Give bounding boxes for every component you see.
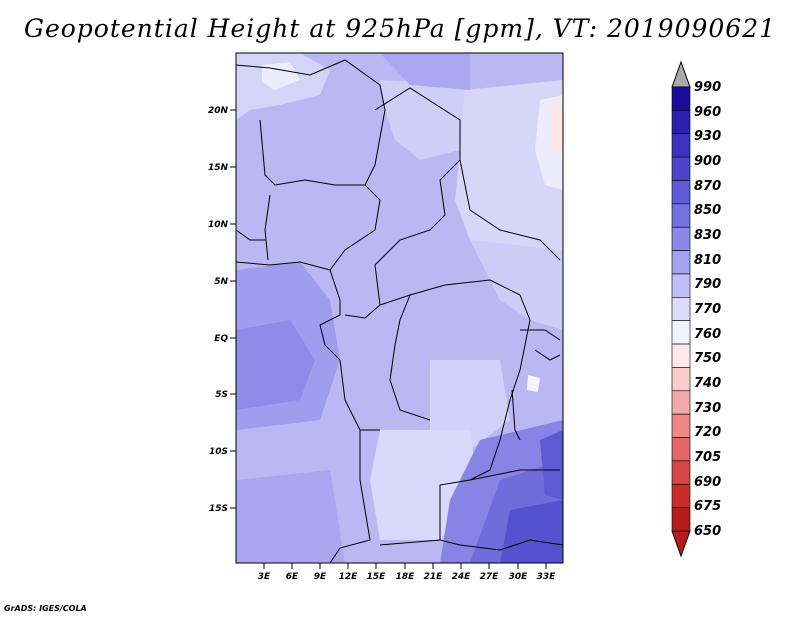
field-region-white-spot: [527, 375, 540, 392]
field-region-dark-sw: [236, 470, 345, 563]
colorbar-cell: [671, 413, 691, 438]
colorbar-cell: [671, 156, 691, 181]
chart-title: Geopotential Height at 925hPa [gpm], VT:…: [23, 14, 777, 43]
colorbar-cell: [671, 437, 691, 462]
field-region-darker-atlantic: [236, 320, 315, 410]
colorbar-labels: 990 960 930 900 870 850 830 810 790 770 …: [694, 80, 721, 539]
lat-label: 10S: [209, 447, 228, 457]
colorbar-cell: [671, 297, 691, 321]
credit-text: GrADS: IGES/COLA: [4, 604, 87, 613]
colorbar-cell: [671, 320, 691, 345]
colorbar-label: 770: [694, 302, 721, 317]
colorbar-label: 720: [694, 425, 721, 440]
field-region-dark-north: [380, 53, 470, 90]
colorbar-cells: [671, 86, 691, 532]
field-region-light-ne: [455, 80, 563, 260]
lon-label: 24E: [452, 572, 472, 582]
colorbar-bottom-arrow: [671, 530, 691, 558]
field-region-light-central: [430, 360, 510, 450]
lon-label: 6E: [286, 572, 299, 582]
lon-label: 21E: [424, 572, 444, 582]
colorbar-label: 990: [694, 80, 721, 95]
colorbar-cell: [671, 203, 691, 228]
lon-label: 30E: [509, 572, 529, 582]
lon-label: 27E: [480, 572, 500, 582]
lat-label: 5N: [214, 277, 228, 287]
colorbar-label: 705: [694, 450, 721, 465]
field-region-dark-lake: [540, 430, 563, 500]
colorbar-label: 760: [694, 327, 721, 342]
colorbar-label: 790: [694, 277, 721, 292]
field-region-light-north: [380, 80, 470, 160]
colorbar-label: 960: [694, 105, 721, 120]
lat-label: 10N: [208, 220, 229, 230]
lat-label: 20N: [208, 106, 229, 116]
colorbar-label: 870: [694, 179, 721, 194]
lat-label: EQ: [214, 334, 228, 344]
colorbar-label: 740: [694, 376, 721, 391]
colorbar-cell: [671, 483, 691, 508]
lat-label: 15S: [209, 504, 228, 514]
colorbar-label: 810: [694, 253, 721, 268]
colorbar-label: 830: [694, 228, 721, 243]
colorbar-label: 690: [694, 475, 721, 490]
lon-label: 3E: [258, 572, 271, 582]
colorbar-top-arrow: [671, 60, 691, 88]
colorbar-label: 900: [694, 154, 721, 169]
lon-label: 18E: [396, 572, 416, 582]
colorbar-cell: [671, 86, 691, 111]
colorbar-cell: [671, 250, 691, 275]
lat-axis: 20N 15N 10N 5N EQ 5S 10S 15S: [208, 106, 236, 514]
lon-label: 12E: [339, 572, 359, 582]
lon-label: 33E: [537, 572, 557, 582]
map-frame: [235, 52, 564, 564]
lat-label: 5S: [215, 390, 228, 400]
colorbar-cell: [671, 273, 691, 298]
colorbar-cell: [671, 180, 691, 205]
field-region-light-east: [470, 240, 563, 330]
country-borders: [235, 59, 564, 564]
colorbar-label: 930: [694, 129, 721, 144]
colorbar-cell: [671, 110, 691, 135]
lon-label: 9E: [314, 572, 327, 582]
field-region-darkest-se: [500, 500, 563, 563]
field-region-pink-ne: [552, 100, 563, 155]
lon-axis: 3E 6E 9E 12E 15E 18E 21E 24E 27E 30E 33E: [258, 563, 556, 582]
colorbar-label: 850: [694, 203, 721, 218]
colorbar-cell: [671, 226, 691, 251]
field-region-lighter-nw: [262, 62, 300, 90]
map-panel: [235, 52, 564, 564]
colorbar-label: 750: [694, 351, 721, 366]
colorbar-label: 675: [694, 499, 721, 514]
lat-label: 15N: [208, 163, 229, 173]
colorbar-cell: [671, 390, 691, 415]
colorbar-label: 730: [694, 401, 721, 416]
colorbar-cell: [671, 343, 691, 368]
colorbar-label: 650: [694, 524, 721, 539]
colorbar-cell: [671, 367, 691, 392]
colorbar: 990 960 930 900 870 850 830 810 790 770 …: [671, 60, 721, 558]
colorbar-cell: [671, 133, 691, 158]
lon-label: 15E: [367, 572, 387, 582]
colorbar-cell: [671, 507, 691, 532]
colorbar-cell: [671, 460, 691, 485]
